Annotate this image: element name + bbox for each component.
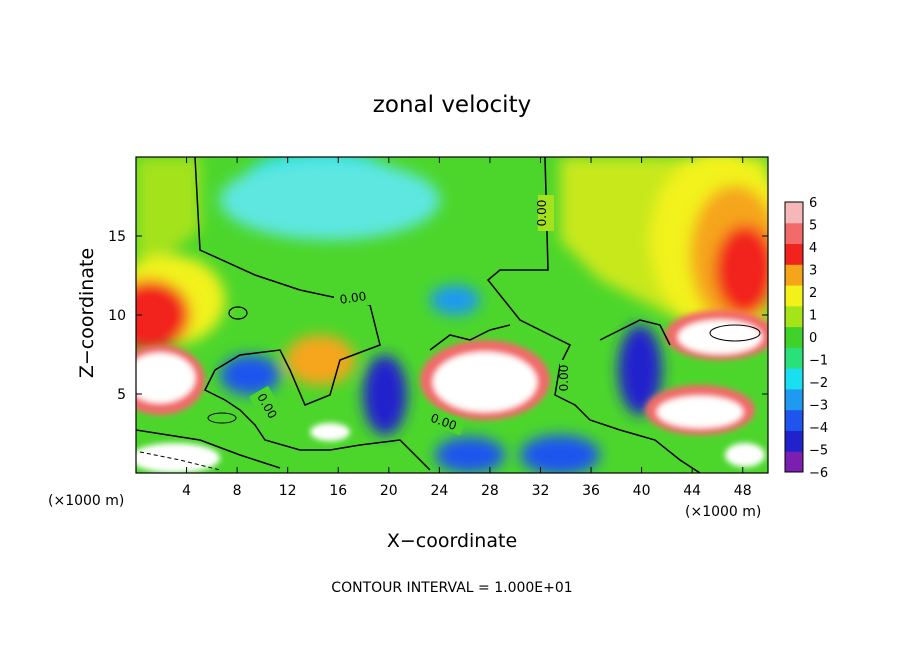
colorbar-swatch	[785, 368, 803, 390]
heatmap-region-white-small	[310, 423, 350, 441]
x-tick-label: 20	[380, 483, 398, 499]
heatmap-region-white-bottom-right	[725, 443, 765, 467]
contour-label-5: 0.00	[557, 365, 571, 392]
colorbar-swatch	[785, 451, 803, 473]
contour-label-1: 0.00	[339, 289, 367, 307]
contour-interval-footer: CONTOUR INTERVAL = 1.000E+01	[331, 580, 572, 596]
x-tick-label: 16	[329, 483, 347, 499]
colorbar-tick-label: 3	[809, 264, 817, 279]
y-axis-label: Z−coordinate	[76, 248, 98, 378]
heatmap-region-orange-mid	[285, 335, 355, 385]
colorbar-frame	[784, 201, 804, 473]
heatmap-region-white-right	[678, 320, 762, 354]
colorbar-tick-label: 6	[809, 196, 817, 211]
x-tick-label: 36	[582, 483, 600, 499]
heatmap-region-red-right	[715, 225, 768, 315]
zero-contour-lower	[136, 429, 281, 469]
heatmap-region-blue-mid	[363, 355, 407, 435]
x-axis: 4 8 12 16 20 24 28 32 36 40 44 48	[182, 157, 752, 499]
colorbar-swatch	[785, 243, 803, 265]
colorbar-tick-label: 1	[809, 309, 817, 324]
x-unit-left: (×1000 m)	[48, 493, 124, 509]
closed-contour-right	[709, 324, 761, 342]
x-tick-label: 12	[279, 483, 297, 499]
x-tick-label: 28	[481, 483, 499, 499]
x-tick-label: 24	[430, 483, 448, 499]
y-tick-label: 15	[108, 229, 126, 245]
heatmap-region-cyan-mid	[430, 285, 480, 315]
heatmap-region-blue-bottom-right	[520, 435, 600, 473]
zero-contour-mid	[429, 324, 511, 351]
x-tick-label: 8	[233, 483, 242, 499]
closed-contour-small	[228, 306, 248, 320]
x-axis-label: X−coordinate	[387, 530, 517, 552]
contour-label-2: 0.00	[535, 200, 549, 227]
contour-label-bg-5	[560, 360, 576, 396]
y-tick-label: 10	[108, 308, 126, 324]
y-axis: 5 10 15	[108, 229, 768, 403]
x-tick-label: 44	[683, 483, 701, 499]
x-unit-right: (×1000 m)	[685, 504, 761, 520]
colorbar-swatch	[785, 388, 803, 411]
colorbar-swatch	[785, 264, 803, 286]
x-tick-label: 48	[734, 483, 752, 499]
colorbar-swatch	[785, 347, 803, 369]
colorbar-tick-label: 2	[809, 286, 817, 301]
heatmap-region-blue-bottom-mid	[435, 437, 505, 473]
x-tick-label: 32	[532, 483, 550, 499]
colorbar-tick-label: −2	[809, 376, 828, 391]
heatmap-region-upper-left	[136, 157, 200, 270]
contour-label-bg-1	[334, 291, 372, 305]
heatmap-region-white-bottom-left	[136, 443, 220, 473]
x-tick-label: 40	[633, 483, 651, 499]
y-tick-label: 5	[117, 387, 126, 403]
colorbar-tick-label: −5	[809, 444, 828, 459]
colorbar-tick-label: 5	[809, 219, 817, 234]
colorbar-tick-label: −4	[809, 421, 828, 436]
heatmap-region-blue-right	[618, 325, 662, 415]
contour-label-bg-2	[538, 195, 554, 231]
zero-contour-lower-right	[599, 319, 671, 346]
heatmap-region-lightcyan-top	[220, 160, 440, 240]
colorbar-swatch	[785, 305, 803, 328]
colorbar-swatch	[785, 285, 803, 307]
colorbar-tick-label: −3	[809, 399, 828, 414]
colorbar-tick-label: −6	[809, 466, 828, 481]
chart-title: zonal velocity	[373, 92, 531, 118]
heatmap-region-white-left	[136, 353, 195, 403]
heatmap-field: 0.00 0.00 0.00 0.00 0.00	[136, 157, 768, 473]
heatmap-region-red-left	[136, 280, 190, 350]
colorbar-swatch	[785, 326, 803, 348]
colorbar-swatch	[785, 202, 803, 224]
x-tick-label: 4	[182, 483, 191, 499]
heatmap-region-white-center	[433, 352, 537, 412]
contour-label-bg-3	[248, 385, 286, 427]
colorbar-tick-label: 0	[809, 331, 817, 346]
heatmap-region-blue-lower-left	[220, 355, 280, 395]
contour-label-bg-4	[422, 406, 466, 436]
closed-contour-left	[207, 412, 237, 424]
colorbar-swatch	[785, 409, 803, 431]
heatmap-region-white-lower-right	[657, 396, 743, 428]
colorbar-swatch	[785, 430, 803, 452]
colorbar-tick-label: 4	[809, 241, 817, 256]
colorbar: 6 5 4 3 2 1 0 −1 −2 −3 −4 −5 −6	[784, 196, 828, 481]
colorbar-tick-label: −1	[809, 354, 828, 369]
colorbar-swatch	[785, 222, 803, 245]
